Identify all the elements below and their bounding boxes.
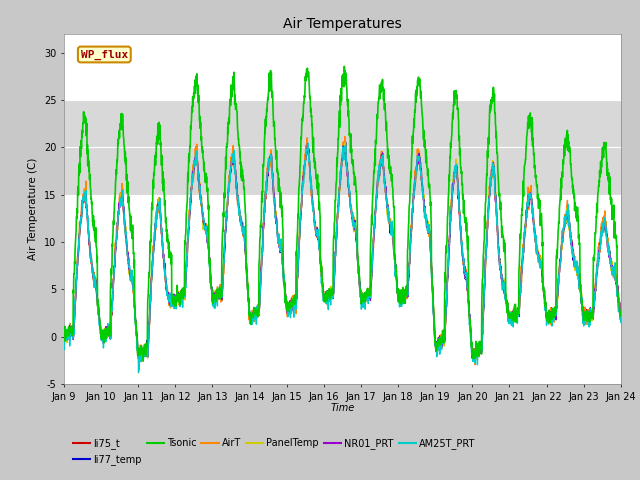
Text: WP_flux: WP_flux [81,49,128,60]
Bar [64,100,621,194]
Legend: li75_t, li77_temp, Tsonic, AirT, PanelTemp, NR01_PRT, AM25T_PRT: li75_t, li77_temp, Tsonic, AirT, PanelTe… [69,434,479,469]
Title: Air Temperatures: Air Temperatures [283,17,402,31]
X-axis label: Time: Time [330,403,355,413]
Y-axis label: Air Temperature (C): Air Temperature (C) [28,157,38,260]
